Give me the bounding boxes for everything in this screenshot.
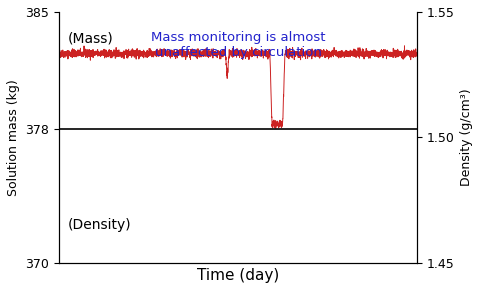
Y-axis label: Density (g/cm³): Density (g/cm³) (460, 88, 473, 186)
X-axis label: Time (day): Time (day) (197, 268, 279, 283)
Text: (Density): (Density) (68, 218, 132, 232)
Y-axis label: Solution mass (kg): Solution mass (kg) (7, 79, 20, 195)
Text: Mass monitoring is almost
unaffected by circulation: Mass monitoring is almost unaffected by … (151, 31, 325, 59)
Text: (Mass): (Mass) (68, 32, 114, 46)
